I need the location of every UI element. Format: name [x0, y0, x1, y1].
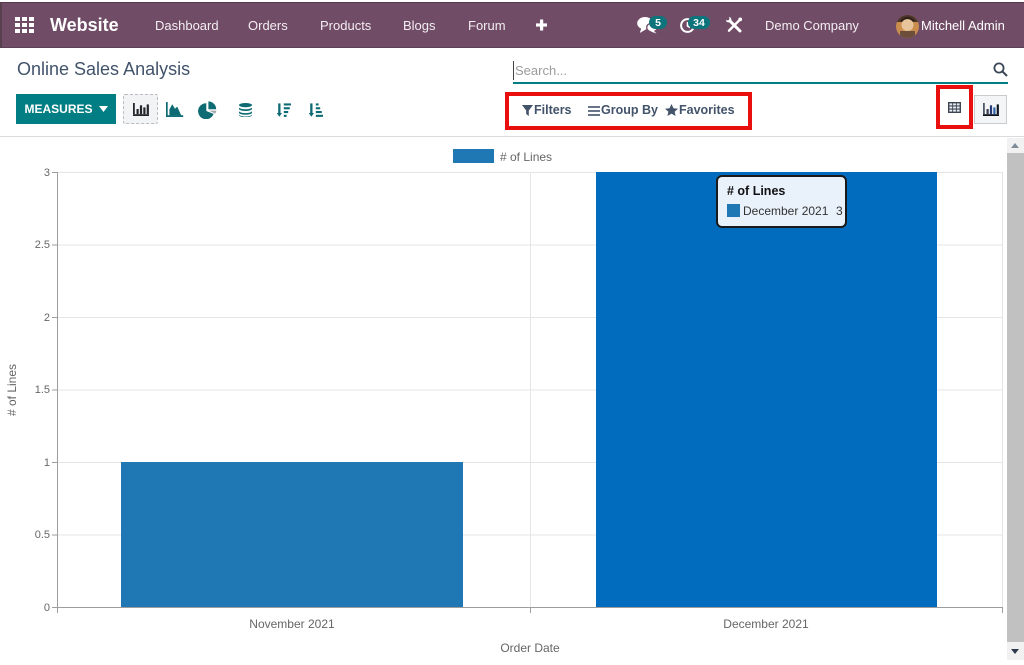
svg-text:December 2021: December 2021	[723, 617, 809, 631]
svg-text:November 2021: November 2021	[249, 617, 335, 631]
svg-text:2.5: 2.5	[35, 239, 50, 251]
svg-text:2: 2	[44, 312, 50, 324]
svg-text:1: 1	[44, 457, 50, 469]
svg-text:0: 0	[44, 602, 50, 614]
svg-text:1.5: 1.5	[35, 384, 50, 396]
svg-text:# of Lines: # of Lines	[500, 150, 552, 164]
svg-text:# of Lines: # of Lines	[5, 364, 19, 416]
svg-text:3: 3	[44, 167, 50, 179]
svg-text:Order Date: Order Date	[500, 641, 560, 655]
svg-text:0.5: 0.5	[35, 529, 50, 541]
